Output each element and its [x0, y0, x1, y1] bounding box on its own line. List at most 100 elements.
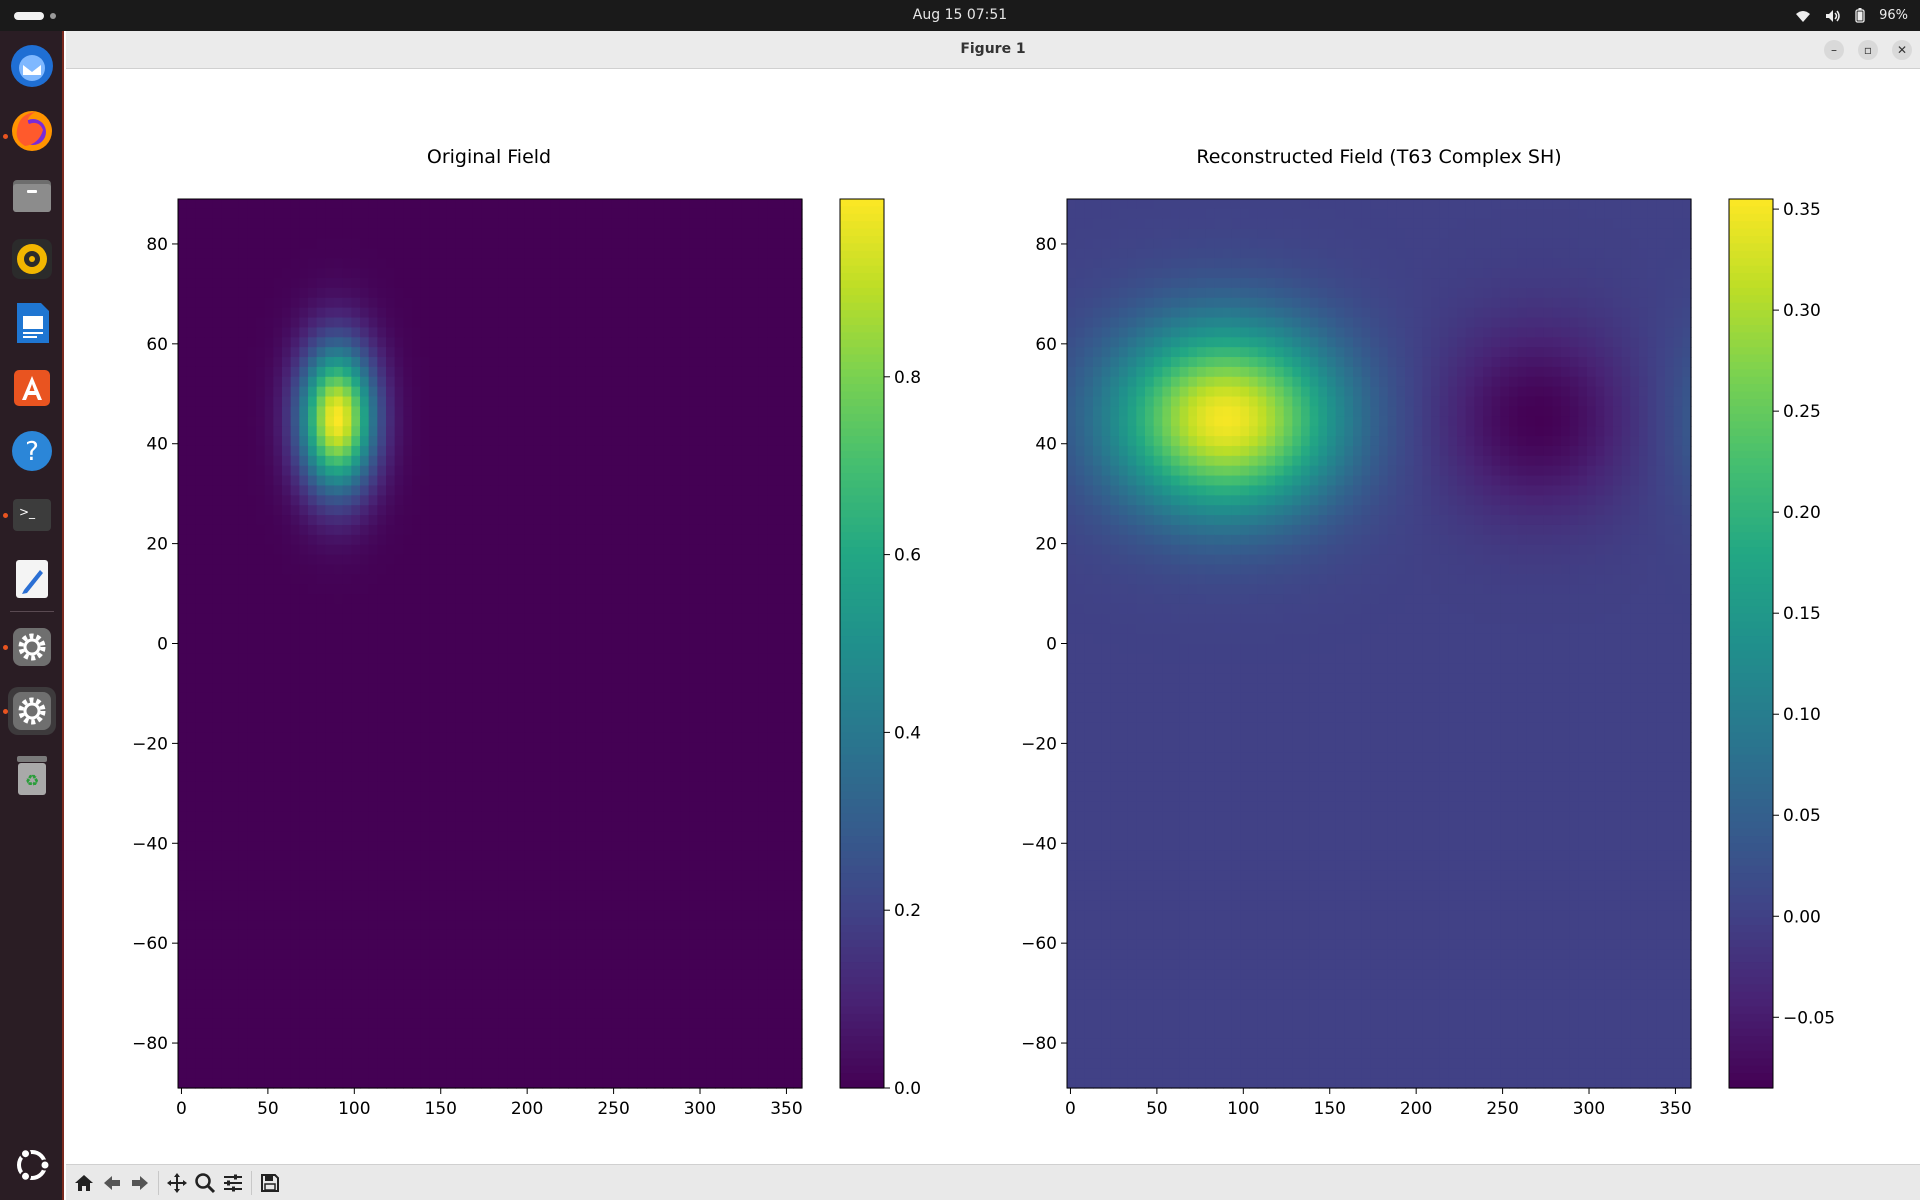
maximize-button[interactable]: ▫ — [1858, 40, 1878, 60]
heatmap-cell — [516, 574, 526, 585]
clock[interactable]: Aug 15 07:51 — [912, 7, 1008, 23]
settings-launcher[interactable] — [8, 623, 56, 671]
heatmap-cell — [412, 208, 422, 220]
heatmap-cell — [594, 870, 604, 882]
heatmap-cell — [715, 594, 725, 605]
heatmap-cell — [637, 554, 647, 566]
heatmap-cell — [524, 465, 534, 477]
heatmap-cell — [507, 287, 517, 299]
text-editor-launcher[interactable] — [8, 555, 56, 603]
heatmap-cell — [767, 426, 777, 437]
settings-launcher-2[interactable] — [8, 687, 56, 735]
heatmap-cell — [750, 258, 760, 269]
heatmap-cell — [368, 821, 378, 832]
heatmap-cell — [186, 495, 196, 506]
heatmap-cell — [646, 722, 656, 733]
heatmap-cell — [455, 396, 465, 408]
heatmap-cell — [767, 771, 777, 783]
heatmap-cell — [351, 534, 361, 546]
heatmap-cell — [585, 465, 595, 477]
heatmap-cell — [602, 613, 612, 625]
heatmap-cell — [238, 495, 248, 506]
writer-launcher[interactable] — [8, 299, 56, 347]
title-bar[interactable]: Figure 1 – ▫ ✕ — [66, 31, 1920, 69]
heatmap-cell — [568, 544, 578, 556]
heatmap-cell — [507, 485, 517, 496]
heatmap-cell — [576, 218, 586, 230]
heatmap-cell — [576, 436, 586, 447]
heatmap-cell — [464, 663, 474, 674]
heatmap-cell — [386, 248, 396, 259]
help-launcher[interactable]: ? — [8, 427, 56, 475]
heatmap-cell — [611, 613, 621, 625]
heatmap-cell — [611, 821, 621, 832]
heatmap-cell — [221, 475, 231, 487]
heatmap-cell — [186, 445, 196, 457]
heatmap-cell — [342, 337, 352, 348]
heatmap-cell — [256, 623, 266, 635]
heatmap-cell — [238, 515, 248, 526]
app-center-launcher[interactable] — [8, 363, 56, 411]
heatmap-cell — [299, 485, 309, 496]
heatmap-cell — [299, 278, 309, 289]
heatmap-cell — [550, 505, 560, 516]
heatmap-cell — [325, 465, 335, 477]
show-apps-button[interactable] — [8, 1141, 56, 1189]
minimize-button[interactable]: – — [1824, 40, 1844, 60]
close-button[interactable]: ✕ — [1892, 40, 1912, 60]
heatmap-cell — [637, 801, 647, 813]
heatmap-cell — [706, 258, 716, 269]
heatmap-cell — [334, 633, 344, 645]
heatmap-cell — [793, 347, 803, 358]
heatmap-cell — [221, 643, 231, 654]
heatmap-cell — [628, 702, 638, 714]
files-launcher[interactable] — [8, 171, 56, 219]
heatmap-cell — [732, 841, 742, 852]
heatmap-cell — [550, 485, 560, 496]
heatmap-cell — [299, 860, 309, 872]
heatmap-cell — [256, 287, 266, 299]
heatmap-cell — [542, 712, 552, 724]
heatmap-cell — [715, 238, 725, 249]
heatmap-cell — [342, 702, 352, 714]
heatmap-cell — [264, 287, 274, 299]
heatmap-cell — [524, 238, 534, 249]
heatmap-cell — [776, 771, 786, 783]
heatmap-cell — [672, 485, 682, 496]
heatmap-cell — [186, 841, 196, 852]
heatmap-cell — [516, 603, 526, 615]
heatmap-cell — [602, 712, 612, 724]
heatmap-cell — [576, 811, 586, 822]
thunderbird-launcher[interactable] — [8, 42, 56, 90]
heatmap-cell — [273, 337, 283, 348]
heatmap-cell — [672, 860, 682, 872]
heatmap-cell — [559, 732, 569, 743]
heatmap-cell — [654, 584, 664, 595]
heatmap-cell — [230, 663, 240, 674]
firefox-launcher[interactable] — [8, 107, 56, 155]
heatmap-cell — [325, 594, 335, 605]
heatmap-cell — [420, 781, 430, 793]
trash-launcher[interactable]: ♻ — [8, 751, 56, 799]
heatmap-cell — [472, 317, 482, 329]
heatmap-cell — [178, 544, 188, 556]
heatmap-cell — [351, 515, 361, 526]
heatmap-cell — [299, 337, 309, 348]
heatmap-cell — [299, 771, 309, 783]
heatmap-cell — [308, 406, 318, 417]
heatmap-cell — [221, 791, 231, 803]
activities-button[interactable] — [14, 12, 44, 20]
terminal-launcher[interactable]: >_ — [8, 491, 56, 539]
system-tray[interactable]: 96% — [1795, 0, 1908, 31]
heatmap-cell — [663, 544, 673, 556]
heatmap-cell — [464, 455, 474, 467]
heatmap-cell — [195, 732, 205, 743]
rhythmbox-launcher[interactable] — [8, 235, 56, 283]
heatmap-cell — [325, 722, 335, 733]
heatmap-cell — [264, 633, 274, 645]
heatmap-cell — [793, 850, 803, 862]
heatmap-cell — [550, 455, 560, 467]
battery-icon — [1855, 8, 1865, 23]
heatmap-cell — [732, 564, 742, 575]
figure-canvas[interactable]: Original Field 0 50 100 150 200 250 300 350 806… — [66, 69, 1920, 1164]
